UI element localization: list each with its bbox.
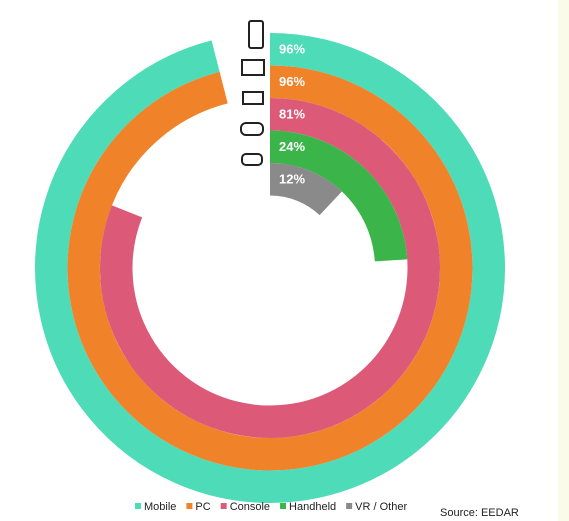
icons — [240, 20, 265, 166]
value-label: 81% — [279, 107, 305, 122]
vr-icon — [241, 153, 263, 166]
value-label: 96% — [279, 74, 305, 89]
ring-bar — [67, 65, 473, 471]
value-label: 96% — [279, 42, 305, 57]
legend-swatch — [280, 503, 287, 509]
legend-swatch — [135, 503, 141, 509]
ring-bar — [269, 163, 342, 216]
legend-swatch — [346, 503, 353, 509]
source: Source: EEDAR — [440, 507, 519, 519]
value-label: 12% — [279, 172, 305, 187]
legend-label: Handheld — [289, 501, 336, 513]
legend-swatch — [220, 503, 227, 509]
value-label: 24% — [279, 139, 305, 154]
legend-label: VR / Other — [355, 501, 407, 513]
side-strip — [558, 0, 569, 521]
console-icon — [242, 91, 264, 105]
legend-label: Mobile — [144, 501, 176, 513]
ring-bar — [100, 98, 440, 438]
ring-bar — [35, 33, 505, 503]
ring-bar — [269, 130, 408, 262]
pc-icon — [241, 59, 265, 76]
legend-label: Console — [230, 501, 270, 513]
legend-label: PC — [195, 501, 210, 513]
handheld-icon — [240, 122, 264, 136]
legend-swatch — [186, 503, 193, 509]
mobile-icon — [248, 20, 264, 49]
